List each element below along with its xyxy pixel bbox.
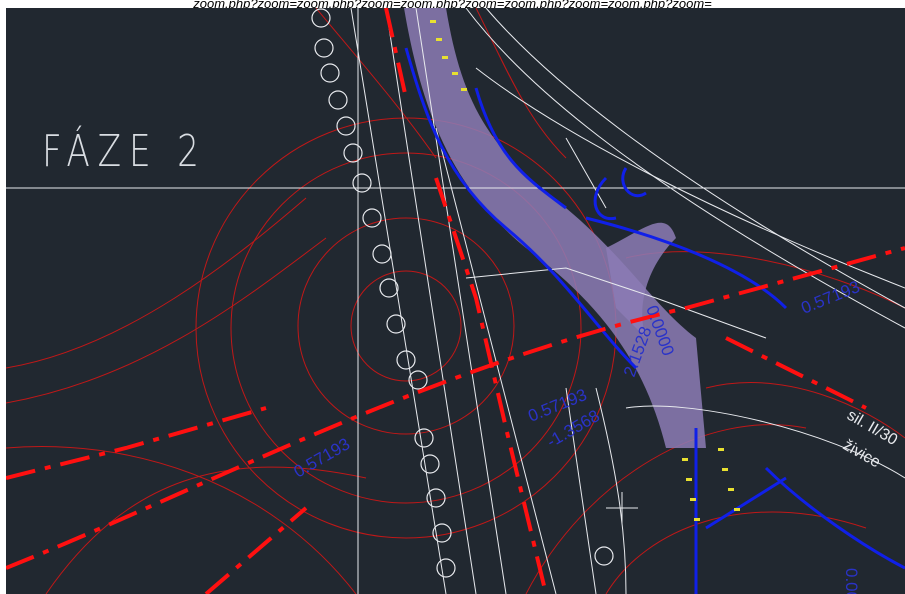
road-lines bbox=[6, 8, 905, 594]
tree-symbols bbox=[311, 8, 614, 578]
slope-label-right: 0.57193 bbox=[798, 277, 862, 318]
roundabout-outlines bbox=[6, 8, 905, 594]
phase-title: FÁZE 2 bbox=[42, 126, 207, 177]
value-label-4: 0.0000 bbox=[842, 568, 861, 594]
cad-viewport[interactable]: 0.57193 0.57193 0.57193 0.0000 2.1528 -1… bbox=[6, 8, 905, 594]
lane-fill bbox=[404, 8, 706, 448]
surface-label: živice bbox=[840, 437, 883, 472]
top-caption: zoom.php?zoom=zoom.php?zoom=zoom.php?zoo… bbox=[0, 0, 905, 8]
axis-lines bbox=[6, 8, 905, 594]
parking-markers bbox=[430, 20, 740, 521]
blue-curbs bbox=[404, 47, 905, 594]
crosshair-cursor bbox=[606, 492, 638, 524]
cad-drawing[interactable]: 0.57193 0.57193 0.57193 0.0000 2.1528 -1… bbox=[6, 8, 905, 594]
